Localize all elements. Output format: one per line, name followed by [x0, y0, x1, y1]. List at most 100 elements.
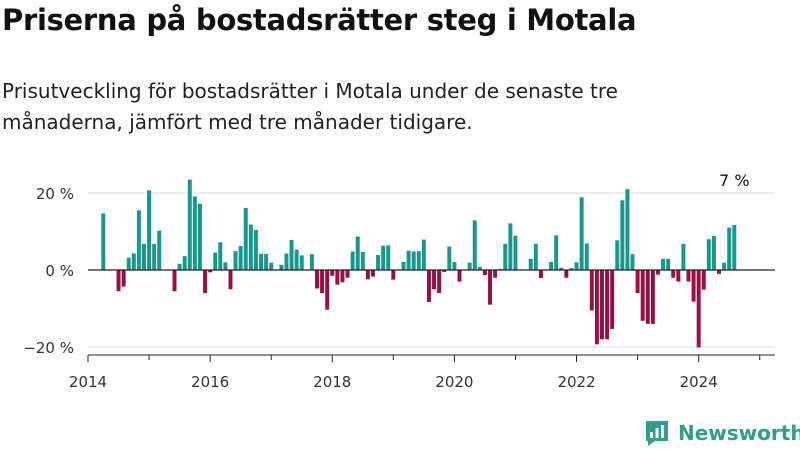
bar	[177, 263, 182, 270]
bar	[320, 270, 325, 294]
bar	[437, 270, 442, 294]
bar	[172, 270, 177, 292]
bar	[625, 189, 630, 270]
bar	[605, 270, 610, 340]
x-tick-label: 2018	[313, 373, 351, 391]
bar	[482, 270, 487, 275]
bar	[335, 270, 340, 285]
bar	[472, 220, 477, 270]
bar	[701, 270, 706, 290]
bar	[365, 270, 370, 280]
bar	[488, 270, 493, 305]
bar	[223, 262, 228, 270]
x-axis	[87, 269, 775, 362]
bar	[513, 235, 518, 271]
bar	[508, 223, 513, 270]
x-tick-label: 2014	[69, 373, 107, 391]
bar	[315, 270, 319, 289]
gridlines	[88, 192, 775, 348]
x-tick-label: 2020	[435, 373, 473, 391]
bar	[661, 258, 666, 270]
bar	[284, 253, 289, 270]
bar	[355, 236, 360, 270]
bar	[655, 270, 660, 275]
bar	[253, 229, 258, 270]
chart-subtitle: Prisutveckling för bostadsrätter i Motal…	[2, 79, 618, 134]
bar	[442, 270, 447, 272]
bar	[452, 261, 457, 271]
bar	[706, 239, 711, 270]
bar	[330, 270, 335, 276]
bar	[213, 252, 218, 270]
x-tick-label: 2022	[557, 373, 595, 391]
bar	[493, 270, 498, 278]
bar	[294, 249, 299, 270]
bar	[187, 179, 192, 270]
bar	[131, 253, 136, 270]
bar	[584, 243, 589, 271]
axis-labels: 20 % 0 % −20 % 2014 2016 2018 2020 2022 2024 7 %	[23, 171, 749, 391]
bar	[218, 242, 223, 270]
bar	[426, 270, 431, 302]
bar	[192, 196, 197, 270]
bar	[549, 261, 554, 271]
bar	[681, 243, 686, 270]
bar	[228, 270, 233, 290]
bar	[376, 254, 381, 271]
bar	[671, 270, 676, 278]
bar	[467, 262, 472, 270]
bar	[691, 270, 696, 302]
bar	[141, 243, 146, 270]
bar	[269, 262, 274, 270]
bar	[340, 270, 345, 283]
bar	[279, 265, 284, 270]
bar	[599, 270, 604, 340]
bars	[101, 179, 737, 348]
bar	[126, 257, 131, 270]
bar	[717, 270, 722, 274]
bar	[696, 270, 701, 348]
bar	[325, 270, 330, 310]
bar	[589, 270, 594, 311]
bar	[574, 262, 579, 270]
bar	[289, 239, 294, 270]
bar	[503, 243, 508, 270]
bar	[421, 239, 426, 271]
bar	[238, 246, 243, 270]
newsworthy-logo-icon	[646, 421, 668, 446]
bar	[381, 245, 386, 270]
bar	[666, 258, 671, 270]
bar	[432, 270, 437, 290]
bar	[732, 224, 737, 270]
bar	[350, 251, 355, 270]
annotation-label: 7 %	[719, 171, 749, 190]
bar	[569, 268, 574, 270]
bar	[203, 270, 208, 294]
bar	[101, 213, 106, 270]
bar	[559, 267, 564, 270]
bar	[391, 270, 396, 280]
bar	[594, 270, 599, 345]
bar	[370, 270, 375, 277]
bar	[136, 210, 141, 270]
bar	[416, 251, 421, 270]
bar	[554, 235, 559, 270]
bar	[182, 256, 187, 270]
bar	[533, 243, 538, 270]
bar	[620, 200, 625, 270]
bar	[722, 262, 727, 270]
bar	[645, 270, 650, 324]
bar	[564, 270, 569, 278]
y-tick-label: −20 %	[23, 339, 74, 357]
bar	[157, 230, 162, 270]
newsworthy-brand[interactable]: Newsworthy	[644, 419, 800, 447]
bar	[411, 251, 416, 270]
bar	[147, 190, 152, 270]
bar	[676, 270, 681, 282]
bar	[345, 270, 350, 278]
bar	[447, 246, 452, 270]
bar	[360, 251, 365, 271]
bar	[243, 208, 248, 270]
bar	[711, 236, 716, 270]
bar	[386, 245, 391, 270]
